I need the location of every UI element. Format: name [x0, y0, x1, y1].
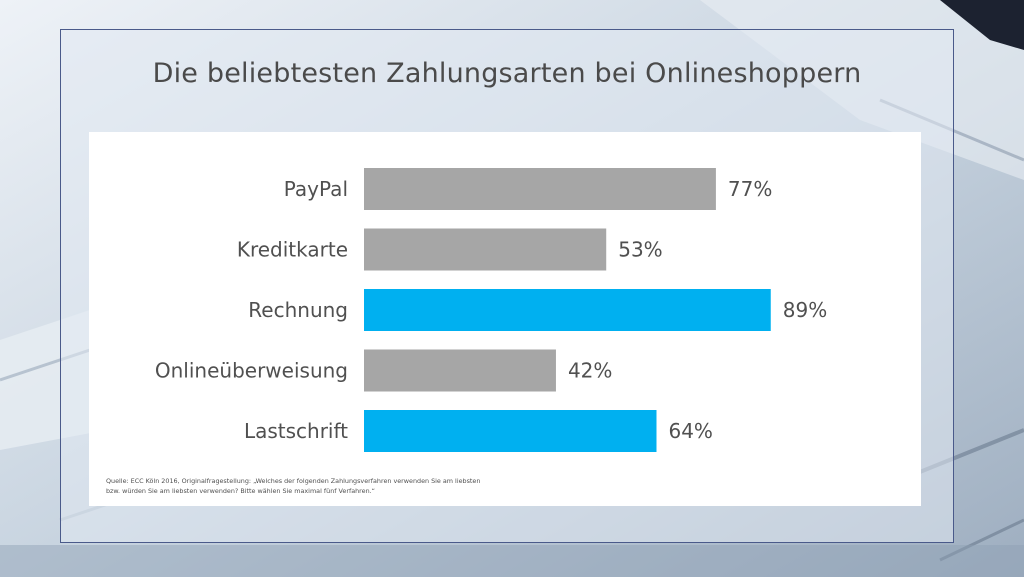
slide-title: Die beliebtesten Zahlungsarten bei Onlin… — [152, 58, 862, 89]
value-label: 42% — [568, 359, 612, 383]
value-label: 64% — [668, 419, 712, 443]
value-label: 77% — [728, 177, 772, 201]
bar — [364, 289, 771, 331]
category-label: Rechnung — [248, 298, 348, 322]
value-label: 89% — [783, 298, 827, 322]
category-label: Kreditkarte — [237, 238, 348, 262]
bar — [364, 168, 716, 210]
value-label: 53% — [618, 238, 662, 262]
bar — [364, 349, 556, 392]
bar — [364, 228, 607, 271]
source-note: Quelle: ECC Köln 2016, Originalfragestel… — [106, 477, 481, 495]
category-label: PayPal — [284, 177, 348, 201]
chart-panel: PayPal 77% Kreditkarte 53% Rechnung 89% Online… — [89, 132, 921, 506]
bar-chart: PayPal 77% Kreditkarte 53% Rechnung 89% Online… — [155, 168, 827, 452]
category-label: Lastschrift — [244, 419, 348, 443]
bar — [364, 410, 657, 452]
category-label: Onlineüberweisung — [155, 359, 348, 383]
